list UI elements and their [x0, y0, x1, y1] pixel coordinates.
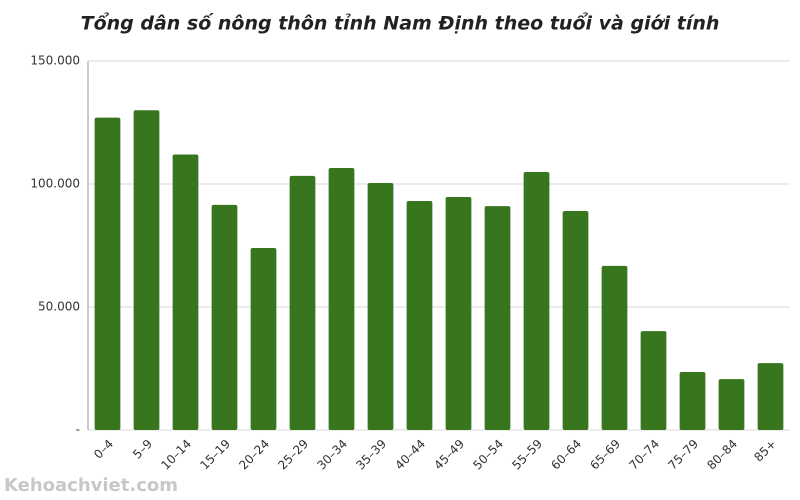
bar — [679, 371, 706, 430]
x-tick-label: 55–59 — [509, 437, 545, 473]
bar — [562, 211, 589, 430]
bar — [757, 363, 784, 430]
bar — [640, 331, 667, 430]
bar — [289, 175, 316, 430]
x-tick-label: 30–34 — [314, 437, 350, 473]
x-tick-label: 40–44 — [392, 437, 428, 473]
bar — [328, 168, 355, 430]
bar — [445, 197, 472, 430]
bar — [484, 206, 511, 430]
chart-title: Tổng dân số nông thôn tỉnh Nam Định theo… — [81, 12, 720, 35]
bar — [94, 117, 121, 430]
bar — [367, 183, 394, 430]
x-tick-label: 15–19 — [197, 437, 233, 473]
y-tick-label: 100.000 — [30, 177, 80, 191]
bar — [718, 379, 745, 430]
x-tick-label: 65–69 — [587, 437, 623, 473]
x-tick-label: 75–79 — [665, 437, 701, 473]
x-tick-label: 35–39 — [353, 437, 389, 473]
x-tick-label: 0–4 — [91, 437, 116, 462]
x-tick-label: 70–74 — [626, 437, 662, 473]
bar — [133, 110, 160, 430]
bar — [406, 200, 433, 430]
y-tick-label: 50.000 — [38, 300, 80, 314]
watermark: Kehoachviet.com — [4, 475, 178, 496]
x-tick-label: 10–14 — [158, 437, 194, 473]
x-tick-label: 25–29 — [275, 437, 311, 473]
bar — [601, 265, 628, 430]
y-tick-label: - — [76, 423, 80, 437]
x-tick-label: 20–24 — [236, 437, 272, 473]
bar — [523, 171, 550, 431]
bar — [172, 154, 199, 431]
x-tick-label: 85+ — [751, 437, 779, 465]
x-tick-label: 5–9 — [130, 437, 155, 462]
x-tick-label: 45–49 — [431, 437, 467, 473]
x-tick-label: 50–54 — [470, 437, 506, 473]
x-tick-label: 60–64 — [548, 437, 584, 473]
bar — [211, 204, 238, 430]
y-tick-label: 150.000 — [30, 54, 80, 68]
bar — [250, 247, 277, 430]
x-tick-label: 80–84 — [704, 437, 740, 473]
